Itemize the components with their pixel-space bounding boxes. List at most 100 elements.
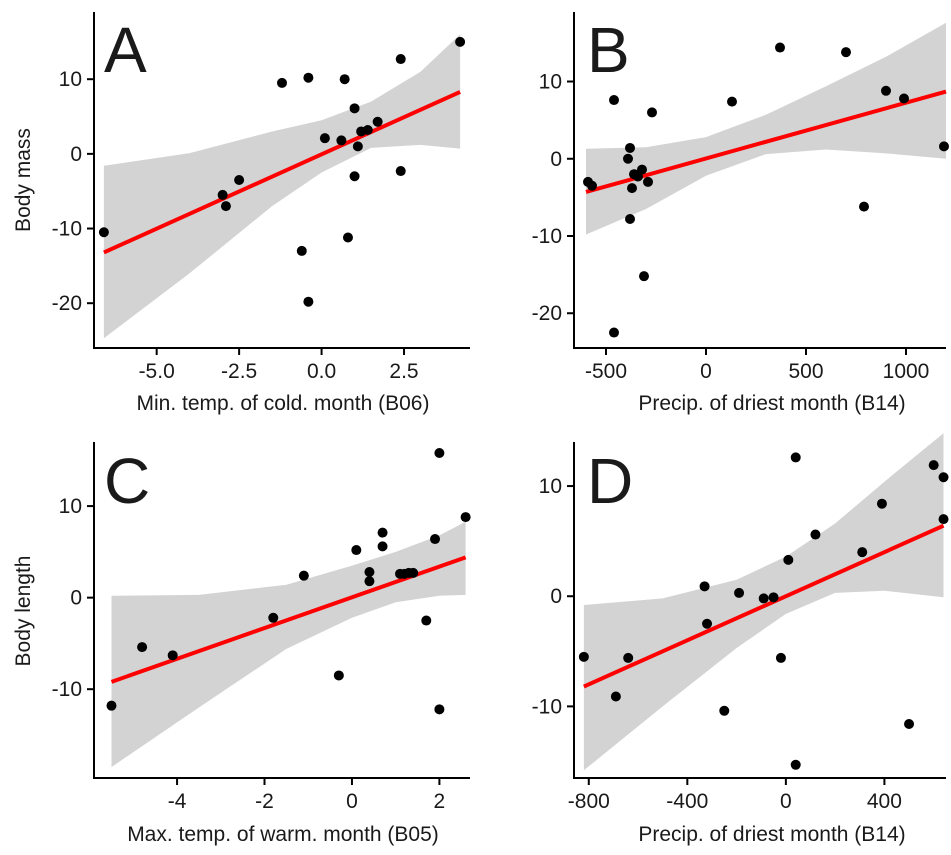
data-point [421, 615, 432, 626]
data-point [587, 180, 597, 191]
x-tick-label: -2.5 [221, 360, 257, 383]
x-axis-title: Precip. of driest month (B14) [638, 392, 905, 415]
x-tick-label: 0 [346, 790, 358, 813]
x-axis-title: Min. temp. of cold. month (B06) [137, 392, 430, 415]
x-tick-label: -2 [255, 790, 274, 813]
data-point [349, 103, 360, 114]
data-point [455, 36, 466, 47]
panel-letter: C [104, 445, 150, 517]
y-tick-label: -10 [532, 695, 562, 718]
y-tick-label: 10 [59, 68, 82, 91]
panel-c: -4 -2 0 2 -10 0 10 Max. temp. of warm. month (B… [12, 442, 471, 846]
y-tick-label: 10 [539, 71, 562, 94]
data-point [623, 153, 633, 164]
data-point [899, 93, 909, 104]
y-tick-label: -10 [52, 678, 82, 701]
data-point [352, 141, 363, 152]
data-point [841, 47, 851, 58]
data-point [643, 176, 653, 187]
data-point [699, 581, 710, 592]
x-tick-label: 1000 [883, 360, 930, 383]
y-tick-label: 0 [70, 587, 82, 610]
data-point [277, 77, 287, 88]
x-tick-label: 2 [434, 790, 446, 813]
data-point [790, 759, 801, 770]
data-point [362, 124, 373, 135]
panel-letter: D [587, 445, 633, 517]
data-point [627, 183, 637, 194]
panel-d: -800 -400 0 400 -10 0 10 Precip. of driest mont… [532, 433, 949, 846]
data-point [137, 642, 148, 653]
data-point [702, 618, 713, 629]
y-tick-label: -20 [52, 292, 82, 315]
data-point [298, 570, 309, 581]
data-point [904, 719, 915, 730]
data-point [351, 545, 362, 556]
data-point [395, 54, 406, 65]
x-tick-label: -400 [666, 790, 708, 813]
regression-line [103, 90, 461, 255]
data-point [364, 576, 375, 587]
data-point [775, 652, 786, 663]
x-tick-label: 2.5 [389, 360, 418, 383]
x-tick-label: 0 [780, 790, 792, 813]
regression-line [585, 89, 947, 194]
y-tick-label: 0 [550, 585, 562, 608]
data-point [639, 271, 649, 282]
x-tick-label: -800 [568, 790, 610, 813]
y-tick-label: 0 [550, 148, 562, 171]
y-tick-label: -20 [532, 302, 562, 325]
data-point [408, 567, 419, 578]
data-point [167, 650, 178, 661]
x-axis-title: Precip. of driest month (B14) [638, 823, 905, 846]
data-point [623, 652, 634, 663]
confidence-band [103, 34, 461, 339]
data-point [881, 85, 891, 96]
data-point [647, 107, 657, 118]
panel-letter: A [104, 14, 147, 86]
x-tick-label: 0 [700, 360, 712, 383]
data-point [333, 670, 344, 681]
data-point [349, 171, 360, 182]
data-point [857, 547, 868, 558]
data-point [98, 227, 109, 238]
confidence-band [111, 521, 466, 767]
data-point [938, 472, 949, 483]
panel-b: -500 0 500 1000 -20 -10 0 10 Precip. of driest m… [532, 12, 949, 415]
y-tick-label: -10 [532, 225, 562, 248]
data-point [783, 554, 794, 565]
data-point [364, 567, 375, 578]
data-point [303, 72, 314, 83]
x-tick-label: -4 [168, 790, 187, 813]
data-point [434, 704, 445, 715]
data-point [810, 529, 821, 540]
data-point [372, 116, 383, 127]
data-point [790, 452, 801, 463]
data-point [234, 175, 245, 185]
y-tick-label: 0 [70, 143, 82, 166]
data-point [578, 651, 589, 662]
data-point [625, 142, 635, 153]
x-tick-label: -500 [585, 360, 627, 383]
data-point [339, 74, 350, 85]
x-tick-label: 0.0 [307, 360, 336, 383]
data-point [859, 201, 869, 212]
data-point [460, 512, 471, 523]
y-axis-title: Body length [12, 556, 35, 667]
data-point [106, 700, 117, 711]
data-point [637, 164, 647, 175]
data-point [719, 705, 730, 716]
data-point [377, 541, 388, 552]
data-point [609, 95, 619, 106]
data-point [336, 135, 347, 146]
data-point [220, 201, 231, 212]
data-point [610, 691, 621, 702]
data-point [758, 593, 769, 604]
x-axis-title: Max. temp. of warm. month (B05) [127, 823, 439, 846]
data-point [303, 296, 314, 307]
y-axis-title: Body mass [12, 128, 35, 232]
data-point [377, 527, 388, 538]
data-point [319, 133, 330, 144]
data-point [217, 189, 228, 200]
